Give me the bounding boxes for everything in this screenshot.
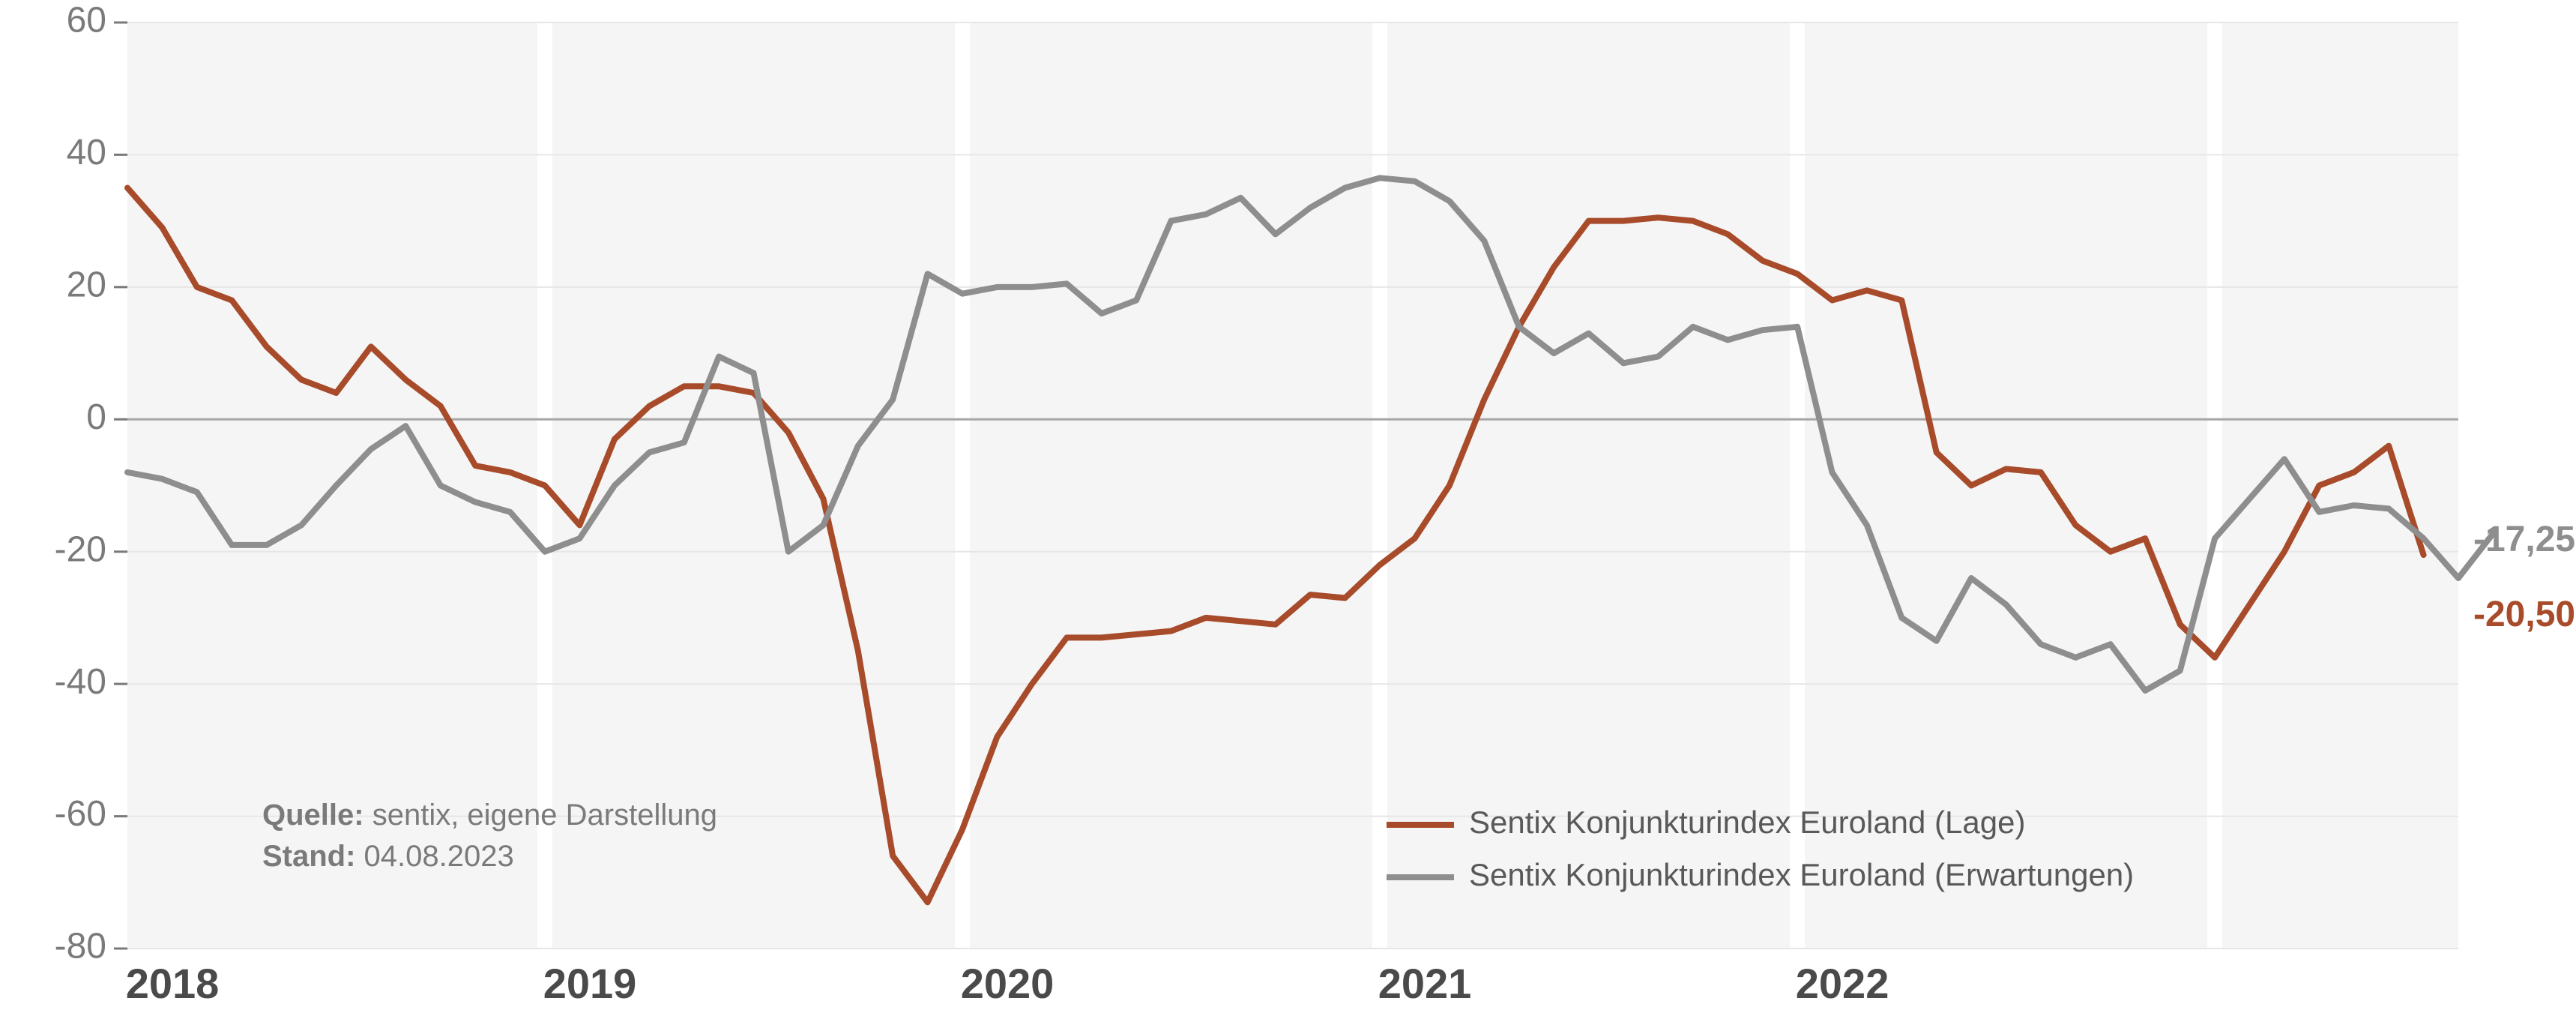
- y-tick-label: -40: [55, 662, 106, 702]
- y-tick-label: 20: [67, 265, 106, 305]
- legend-label: Sentix Konjunkturindex Euroland (Erwartu…: [1469, 857, 2134, 892]
- source-line: Stand: 04.08.2023: [262, 840, 514, 873]
- line-chart: -80 -60 -40 -20 0 20 40 60 2018 2019 2020 2021 2022 -…: [0, 0, 2576, 1031]
- y-tick-label: 60: [67, 1, 106, 40]
- year-panel: [970, 22, 1372, 949]
- y-tick-label: -20: [55, 529, 106, 569]
- y-tick-label: 0: [86, 397, 106, 437]
- x-tick-label: 2022: [1796, 960, 1889, 1007]
- x-tick-label: 2020: [961, 960, 1055, 1007]
- y-tick-label: -60: [55, 794, 106, 834]
- x-tick-label: 2021: [1378, 960, 1472, 1007]
- series-end-label-lage: -20,50: [2473, 595, 2575, 634]
- y-tick-label: 40: [67, 133, 106, 172]
- x-tick-label: 2019: [543, 960, 637, 1007]
- y-tick-label: -80: [55, 927, 106, 967]
- chart-container: -80 -60 -40 -20 0 20 40 60 2018 2019 2020 2021 2022 -…: [0, 0, 2576, 1031]
- series-end-label-erwartungen: -17,25: [2473, 520, 2575, 559]
- legend-label: Sentix Konjunkturindex Euroland (Lage): [1469, 805, 2025, 840]
- x-tick-label: 2018: [126, 960, 220, 1007]
- source-line: Quelle: sentix, eigene Darstellung: [262, 799, 717, 832]
